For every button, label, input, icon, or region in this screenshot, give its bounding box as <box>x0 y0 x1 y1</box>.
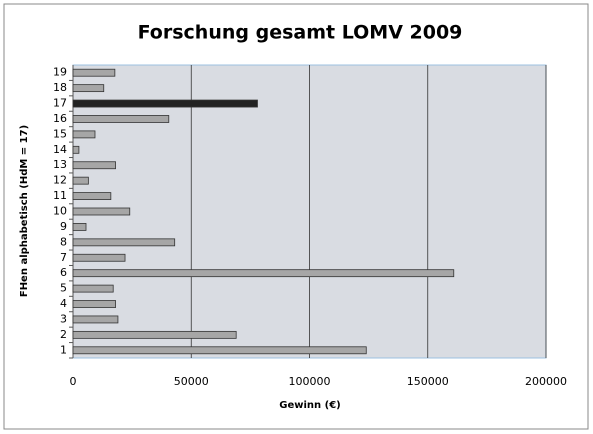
x-tick-label: 150000 <box>407 375 449 388</box>
y-tick-label: 5 <box>60 282 67 295</box>
y-tick-label: 8 <box>60 235 67 248</box>
bar <box>72 207 131 216</box>
bar <box>72 176 89 185</box>
y-tick-label: 19 <box>53 66 67 79</box>
y-tick-label: 18 <box>53 81 67 94</box>
y-tick-label: 4 <box>60 297 67 310</box>
y-tick-label: 2 <box>60 328 67 341</box>
x-axis-label: Gewinn (€) <box>279 400 340 411</box>
bar <box>72 115 170 123</box>
x-tick-label: 200000 <box>525 375 567 388</box>
y-tick-label: 17 <box>53 97 67 110</box>
chart-title: Forschung gesamt LOMV 2009 <box>138 22 463 44</box>
bar <box>72 223 87 231</box>
y-tick-label: 14 <box>53 143 67 156</box>
bar <box>72 130 96 139</box>
x-tick-label: 0 <box>70 375 77 388</box>
y-tick-label: 13 <box>53 158 67 171</box>
bar <box>72 84 105 93</box>
bar <box>72 269 455 278</box>
bar <box>72 300 116 308</box>
bar <box>72 346 367 355</box>
y-tick-label: 12 <box>53 174 67 187</box>
bar <box>72 284 114 293</box>
bar <box>72 68 116 77</box>
y-tick-label: 15 <box>53 127 67 140</box>
y-tick-label: 1 <box>60 343 67 356</box>
y-tick-label: 6 <box>60 266 67 279</box>
bar <box>72 161 116 170</box>
y-tick-label: 10 <box>53 205 67 218</box>
y-tick-label: 3 <box>60 312 67 325</box>
bar <box>72 330 237 339</box>
y-tick-label: 9 <box>60 220 67 233</box>
bar <box>72 315 119 324</box>
y-axis-label: FHen alphabetisch (HdM = 17) <box>19 125 30 297</box>
bar <box>72 99 258 108</box>
x-tick-label: 100000 <box>289 375 331 388</box>
bar <box>72 253 126 262</box>
bar <box>72 192 112 200</box>
y-tick-label: 7 <box>60 251 67 264</box>
x-tick-label: 50000 <box>174 375 209 388</box>
y-tick-label: 16 <box>53 112 67 125</box>
y-tick-label: 11 <box>53 189 67 202</box>
bar <box>72 145 80 154</box>
bar <box>72 238 176 247</box>
